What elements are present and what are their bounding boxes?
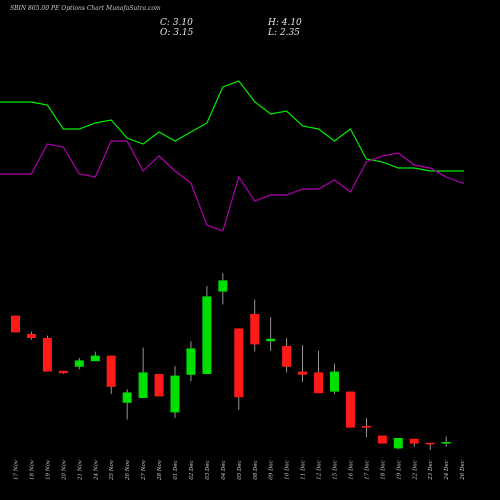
x-tick-label: 27 Nov — [141, 459, 147, 481]
x-tick-label: 15 Dec — [333, 460, 339, 480]
x-tick-label: 28 Nov — [157, 459, 163, 481]
candle-body — [425, 442, 435, 445]
candle-body — [345, 391, 355, 428]
candle-body — [282, 346, 292, 367]
x-tick-label: 25 Nov — [109, 459, 115, 481]
candle-body — [330, 371, 339, 392]
x-tick-label: 21 Nov — [77, 459, 83, 481]
candle-body — [314, 372, 324, 394]
candle-body — [377, 435, 387, 444]
candle-body — [154, 374, 164, 397]
x-tick-label: 16 Dec — [348, 460, 354, 480]
x-tick-label: 02 Dec — [189, 460, 195, 480]
x-tick-label: 18 Dec — [380, 460, 386, 480]
candle-body — [170, 375, 180, 413]
x-tick-label: 23 Dec — [428, 460, 434, 481]
candle-body — [250, 314, 260, 345]
x-tick-label: 26 Nov — [125, 459, 131, 481]
candle-body — [42, 338, 52, 372]
candle-body — [122, 392, 132, 403]
x-tick-label: 01 Dec — [173, 460, 179, 480]
x-tick-label: 17 Dec — [364, 460, 370, 480]
candle-body — [138, 372, 148, 398]
candle-body — [266, 338, 276, 342]
candle-body — [11, 315, 20, 333]
x-tick-label: 18 Nov — [29, 459, 35, 480]
candle-body — [74, 360, 84, 367]
indicator-line-magenta — [0, 140, 465, 232]
x-tick-label: 12 Dec — [317, 460, 323, 480]
candle-body — [393, 438, 403, 449]
x-tick-label: 24 Nov — [93, 459, 99, 481]
x-tick-label: 20 Nov — [61, 459, 67, 481]
low-label: L: 2.35 — [268, 28, 300, 38]
x-tick-label: 05 Dec — [237, 460, 243, 480]
candle-body — [218, 280, 228, 292]
x-tick-label: 26 Dec — [460, 460, 466, 481]
chart-title: SBIN 865.00 PE Options Chart MunafaSutra… — [10, 5, 161, 12]
x-tick-label: 22 Dec — [412, 460, 418, 481]
candle-body — [361, 426, 371, 428]
candle-body — [298, 371, 308, 375]
x-tick-label: 11 Dec — [301, 460, 307, 480]
open-label: O: 3.15 — [160, 28, 194, 38]
x-tick-label: 19 Dec — [396, 460, 402, 480]
x-tick-label: 24 Dec — [444, 460, 450, 481]
candle-body — [186, 348, 196, 375]
x-tick-label: 09 Dec — [269, 460, 275, 480]
candle-body — [234, 328, 244, 398]
x-tick-label: 10 Dec — [285, 460, 291, 480]
candle-body — [409, 438, 419, 444]
candle-body — [26, 334, 36, 338]
candle-body — [90, 355, 100, 362]
candle-body — [202, 296, 212, 374]
x-tick-label: 04 Dec — [221, 460, 227, 480]
candle-body — [441, 442, 451, 444]
high-label: H: 4.10 — [268, 18, 302, 28]
indicator-line-green — [0, 80, 465, 172]
candle-body — [106, 355, 116, 387]
x-tick-label: 08 Dec — [253, 460, 259, 480]
x-tick-label: 17 Nov — [14, 459, 20, 480]
close-label: C: 3.10 — [160, 18, 193, 28]
x-tick-label: 03 Dec — [205, 460, 211, 480]
candle-body — [58, 370, 68, 374]
x-tick-label: 19 Nov — [45, 459, 51, 480]
